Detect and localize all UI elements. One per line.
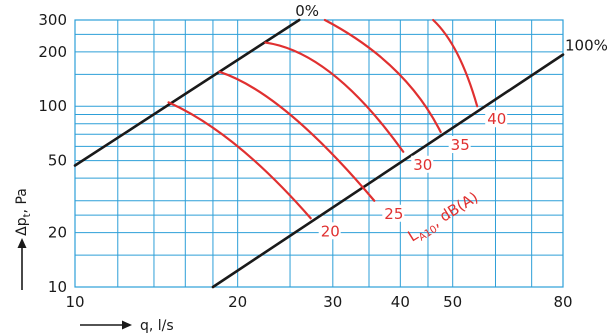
y-label-main: Δp (14, 217, 30, 236)
limit-line-100pct (211, 53, 565, 289)
tick-labels: 10 20 30 40 50 80 10 20 50 100 200 300 (38, 11, 572, 311)
noise-curve-label-bg-20 (318, 222, 341, 240)
y-tick-label-20: 20 (48, 224, 67, 242)
svg-text:LA10, dB(A): LA10, dB(A) (405, 188, 483, 248)
plot-frame (74, 19, 564, 288)
x-axis-label: q, l/s (140, 318, 174, 334)
grid (74, 19, 564, 288)
noise-label-rest: , dB(A) (428, 188, 481, 230)
y-tick-label-300: 300 (38, 11, 67, 29)
limit-label-100: 100% (565, 37, 608, 55)
x-tick-label-20: 20 (228, 293, 247, 311)
y-label-sub: t (22, 213, 33, 217)
x-tick-label-30: 30 (323, 293, 342, 311)
noise-curves: 20 25 30 35 40 (167, 18, 508, 240)
noise-curve-35 (323, 18, 442, 134)
svg-text:Δpt, Pa: Δpt, Pa (14, 188, 33, 236)
noise-curve-label-40: 40 (487, 110, 506, 128)
noise-curve-label-35: 35 (451, 136, 470, 154)
noise-curve-25 (218, 70, 376, 202)
y-axis-label: Δpt, Pa (14, 188, 33, 236)
y-tick-label-200: 200 (38, 43, 67, 61)
noise-curve-label-20: 20 (321, 222, 340, 240)
noise-curve-label-bg-25 (382, 204, 405, 222)
noise-curve-20 (167, 101, 312, 220)
noise-curve-label-30: 30 (413, 156, 432, 174)
x-tick-label-80: 80 (553, 293, 572, 311)
noise-curve-40 (432, 18, 479, 108)
noise-curve-30 (264, 41, 405, 153)
y-tick-label-50: 50 (48, 152, 67, 170)
x-tick-label-40: 40 (391, 293, 410, 311)
noise-curve-label-25: 25 (384, 205, 403, 223)
limit-label-0: 0% (295, 2, 319, 20)
noise-curve-label-bg-30 (411, 155, 434, 173)
y-label-unit: , Pa (14, 188, 30, 213)
limit-lines (73, 18, 565, 289)
x-tick-label-10: 10 (65, 293, 84, 311)
noise-series-label: LA10, dB(A) (405, 188, 483, 248)
y-axis-arrow (17, 238, 27, 290)
x-tick-label-50: 50 (443, 293, 462, 311)
noise-curve-label-bg-35 (448, 136, 471, 154)
limit-line-0pct (73, 18, 301, 167)
noise-curve-label-bg-40 (485, 110, 508, 128)
y-tick-label-10: 10 (48, 278, 67, 296)
x-axis-arrow (80, 320, 132, 330)
y-tick-label-100: 100 (38, 97, 67, 115)
